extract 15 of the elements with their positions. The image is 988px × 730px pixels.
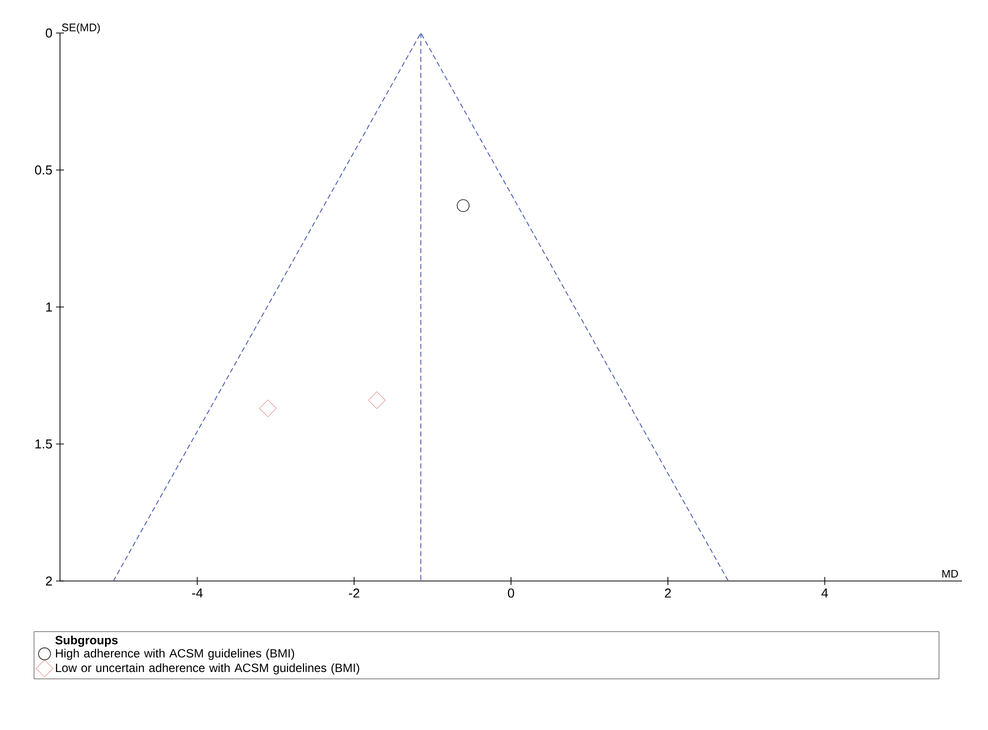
x-tick-label: -2 <box>348 588 360 598</box>
legend-label: Low or uncertain adherence with ACSM guidelines (BMI) <box>56 663 360 674</box>
y-tick-label: 0 <box>46 28 52 38</box>
y-tick-label: 2 <box>46 576 52 586</box>
x-tick-label: 2 <box>664 588 671 598</box>
x-tick-label: 4 <box>821 588 828 598</box>
x-tick-label: -4 <box>192 588 203 598</box>
y-tick-label: 1.5 <box>35 439 52 449</box>
y-tick-label: 0.5 <box>34 165 52 175</box>
legend-title: Subgroups <box>55 636 118 647</box>
y-axis-title: SE(MD) <box>62 23 100 34</box>
y-tick-label: 1 <box>46 302 52 312</box>
x-tick-label: 0 <box>508 588 514 598</box>
x-axis-title: MD <box>942 570 958 578</box>
legend-label: High adherence with ACSM guidelines (BMI) <box>56 648 294 660</box>
